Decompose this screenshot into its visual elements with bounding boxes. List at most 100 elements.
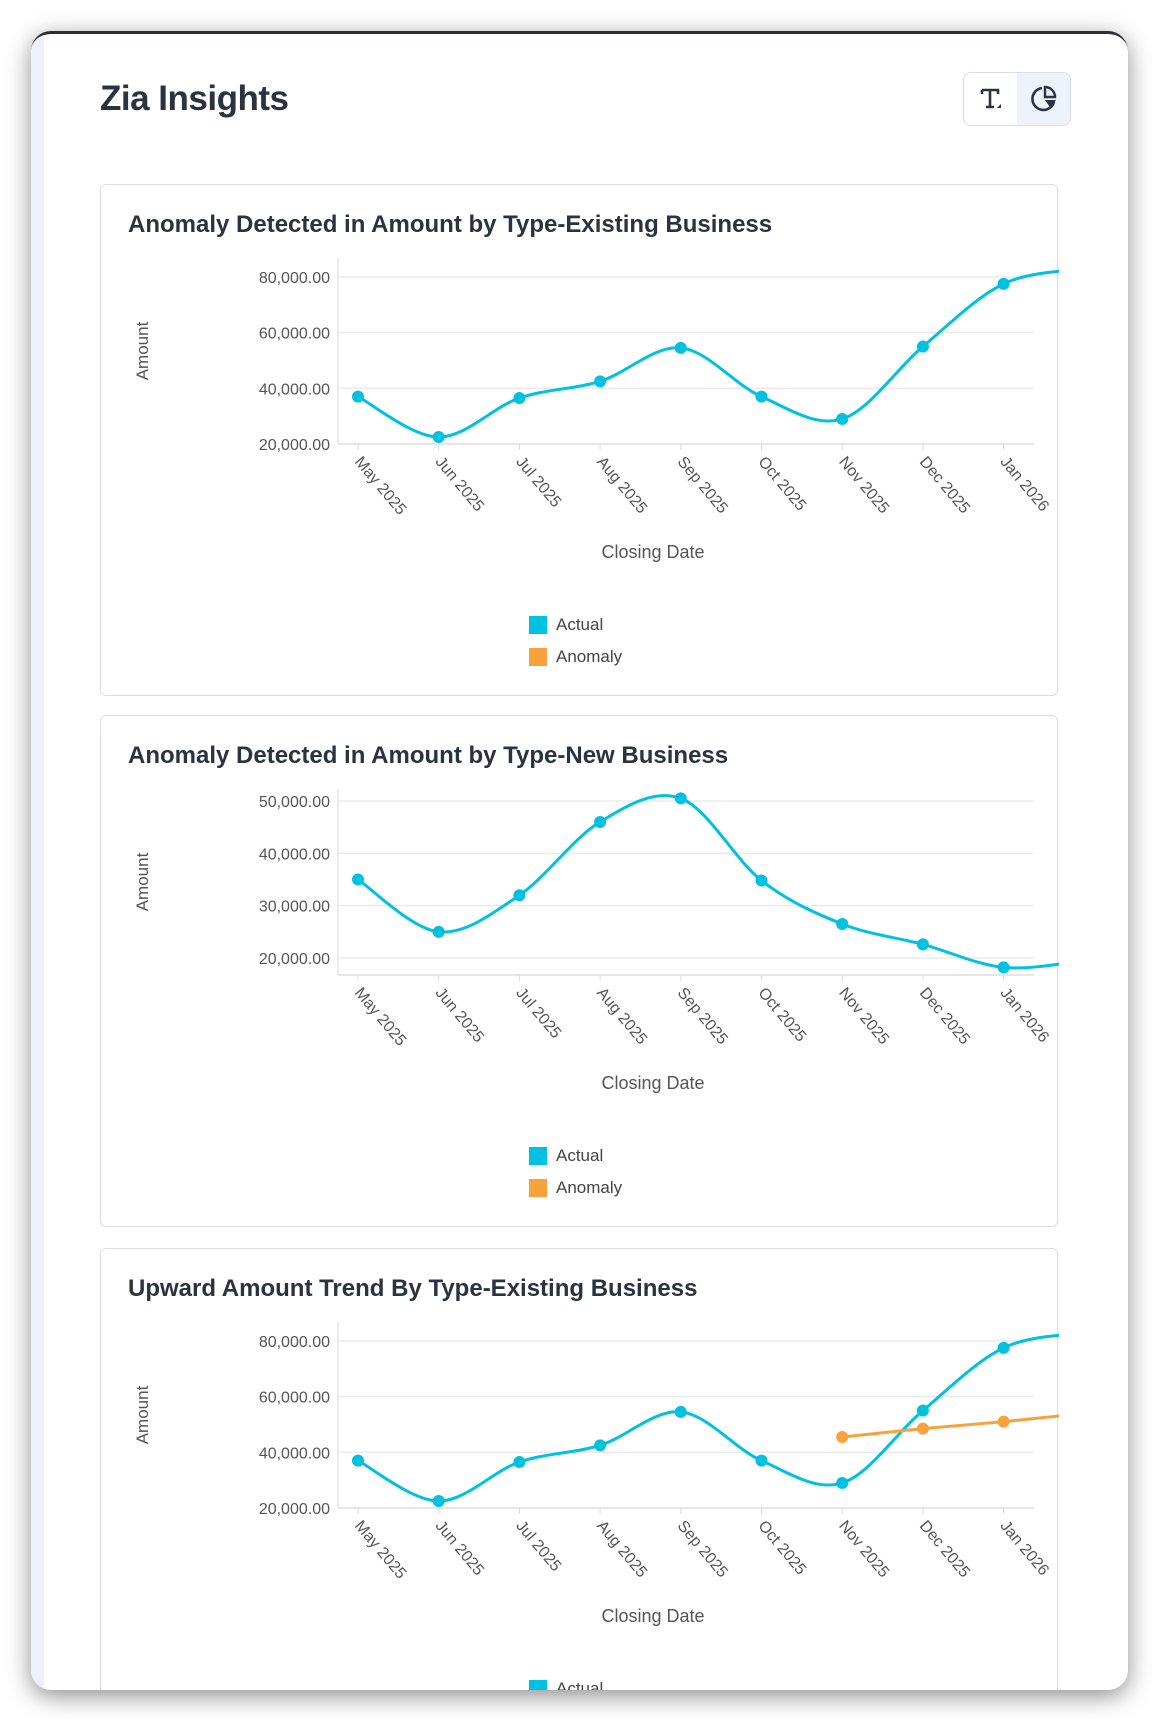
data-point-actual[interactable] — [916, 1404, 929, 1417]
line-chart: 20,000.00 40,000.00 60,000.00 80,000.00 May … — [133, 258, 1059, 562]
legend-swatch — [529, 1680, 547, 1690]
x-tick-label: Aug 2025 — [593, 985, 650, 1048]
data-point-actual[interactable] — [755, 874, 768, 887]
x-tick-label: Nov 2025 — [835, 985, 892, 1048]
legend-swatch — [529, 648, 547, 666]
x-tick-label: Sep 2025 — [674, 985, 731, 1048]
x-tick-label: Jun 2025 — [432, 985, 487, 1046]
x-tick-label: Jan 2026 — [997, 985, 1052, 1046]
series-line-actual — [357, 1333, 1059, 1503]
card-title: Anomaly Detected in Amount by Type-New B… — [128, 742, 729, 769]
data-point-actual[interactable] — [513, 392, 526, 405]
y-tick-label: 20,000.00 — [259, 1501, 330, 1518]
line-chart: 20,000.00 40,000.00 60,000.00 80,000.00 May … — [133, 1322, 1059, 1626]
x-tick-label: May 2025 — [351, 1518, 409, 1583]
x-tick-label: Sep 2025 — [674, 454, 731, 517]
data-point-trend[interactable] — [916, 1422, 929, 1435]
legend-label: Anomaly — [556, 647, 623, 666]
data-point-actual[interactable] — [513, 1456, 526, 1469]
data-point-actual[interactable] — [352, 1454, 364, 1467]
legend-item-anomaly[interactable]: Anomaly — [529, 647, 622, 667]
card-title: Upward Amount Trend By Type-Existing Bus… — [128, 1275, 698, 1302]
legend-swatch — [529, 1179, 547, 1197]
x-tick-label: May 2025 — [351, 985, 409, 1050]
x-tick-label: Jul 2025 — [512, 985, 564, 1042]
x-tick-label: Aug 2025 — [593, 1518, 650, 1581]
data-point-actual[interactable] — [594, 375, 607, 388]
data-point-actual[interactable] — [594, 815, 607, 828]
data-point-actual[interactable] — [916, 340, 929, 353]
data-point-actual[interactable] — [997, 1341, 1010, 1354]
legend-item-actual[interactable]: Actual — [529, 1146, 603, 1166]
x-tick-label: Dec 2025 — [916, 454, 973, 517]
data-point-actual[interactable] — [674, 1405, 687, 1418]
data-point-trend[interactable] — [997, 1415, 1010, 1428]
series-line-actual — [357, 269, 1059, 439]
x-axis-title: Closing Date — [601, 542, 704, 562]
legend-swatch — [529, 1147, 547, 1165]
card-title: Anomaly Detected in Amount by Type-Exist… — [128, 211, 773, 238]
data-point-actual[interactable] — [352, 873, 364, 886]
x-tick-label: Jun 2025 — [432, 1518, 487, 1579]
x-axis-title: Closing Date — [601, 1606, 704, 1626]
legend-item-actual[interactable]: Actual — [529, 615, 603, 635]
x-tick-label: Oct 2025 — [754, 1518, 809, 1579]
data-point-actual[interactable] — [432, 431, 445, 444]
view-toggle — [963, 72, 1071, 126]
data-point-actual[interactable] — [513, 889, 526, 902]
data-point-actual[interactable] — [432, 925, 445, 938]
y-tick-label: 60,000.00 — [259, 326, 330, 343]
y-tick-label: 20,000.00 — [259, 951, 330, 968]
series-line-actual — [357, 794, 1059, 970]
data-point-actual[interactable] — [836, 1476, 849, 1489]
insight-card: Anomaly Detected in Amount by Type-Exist… — [100, 184, 1059, 696]
x-tick-label: Aug 2025 — [593, 454, 650, 517]
x-tick-label: Jan 2026 — [997, 1518, 1052, 1579]
chart-view-button[interactable] — [1017, 73, 1070, 125]
series-line-trend — [842, 1414, 1059, 1439]
y-tick-label: 80,000.00 — [259, 270, 330, 287]
data-point-actual[interactable] — [997, 961, 1010, 974]
data-point-actual[interactable] — [352, 390, 364, 403]
y-tick-label: 30,000.00 — [259, 899, 330, 916]
x-tick-label: Jan 2026 — [997, 454, 1052, 515]
legend-label: Actual — [556, 615, 604, 634]
data-point-actual[interactable] — [594, 1439, 607, 1452]
page-title: Zia Insights — [100, 79, 289, 118]
legend-item-actual[interactable]: Actual — [529, 1679, 603, 1690]
legend-swatch — [529, 616, 547, 634]
x-tick-label: Oct 2025 — [754, 454, 809, 515]
y-axis-title: Amount — [133, 321, 152, 380]
legend-label: Actual — [556, 1146, 604, 1165]
text-view-button[interactable] — [964, 73, 1017, 125]
data-point-actual[interactable] — [916, 938, 929, 951]
data-point-actual[interactable] — [432, 1495, 445, 1508]
legend-label: Actual — [556, 1679, 604, 1690]
data-point-actual[interactable] — [997, 277, 1010, 290]
x-tick-label: Dec 2025 — [916, 985, 973, 1048]
data-point-actual[interactable] — [755, 1454, 768, 1467]
legend-item-anomaly[interactable]: Anomaly — [529, 1178, 622, 1198]
insights-window: Zia Insights Anomaly Detected in Amount … — [31, 31, 1128, 1690]
data-point-actual[interactable] — [836, 917, 849, 930]
chart-icon — [1030, 85, 1056, 112]
left-strip — [31, 34, 44, 1690]
x-tick-label: Jun 2025 — [432, 454, 487, 515]
x-tick-label: May 2025 — [351, 454, 409, 519]
data-point-actual[interactable] — [836, 412, 849, 425]
y-tick-label: 40,000.00 — [259, 1445, 330, 1462]
x-tick-label: Jul 2025 — [512, 1518, 564, 1575]
y-tick-label: 40,000.00 — [259, 381, 330, 398]
data-point-actual[interactable] — [674, 341, 687, 354]
x-tick-label: Oct 2025 — [754, 985, 809, 1046]
data-point-trend[interactable] — [836, 1430, 849, 1443]
data-point-actual[interactable] — [674, 792, 687, 805]
x-axis-title: Closing Date — [601, 1073, 704, 1093]
y-tick-label: 50,000.00 — [259, 794, 330, 811]
data-point-actual[interactable] — [755, 390, 768, 403]
y-tick-label: 80,000.00 — [259, 1334, 330, 1351]
y-tick-label: 60,000.00 — [259, 1390, 330, 1407]
line-chart: 20,000.00 30,000.00 40,000.00 50,000.00 May … — [133, 789, 1059, 1093]
insight-card: Anomaly Detected in Amount by Type-New B… — [100, 715, 1059, 1227]
y-tick-label: 40,000.00 — [259, 846, 330, 863]
